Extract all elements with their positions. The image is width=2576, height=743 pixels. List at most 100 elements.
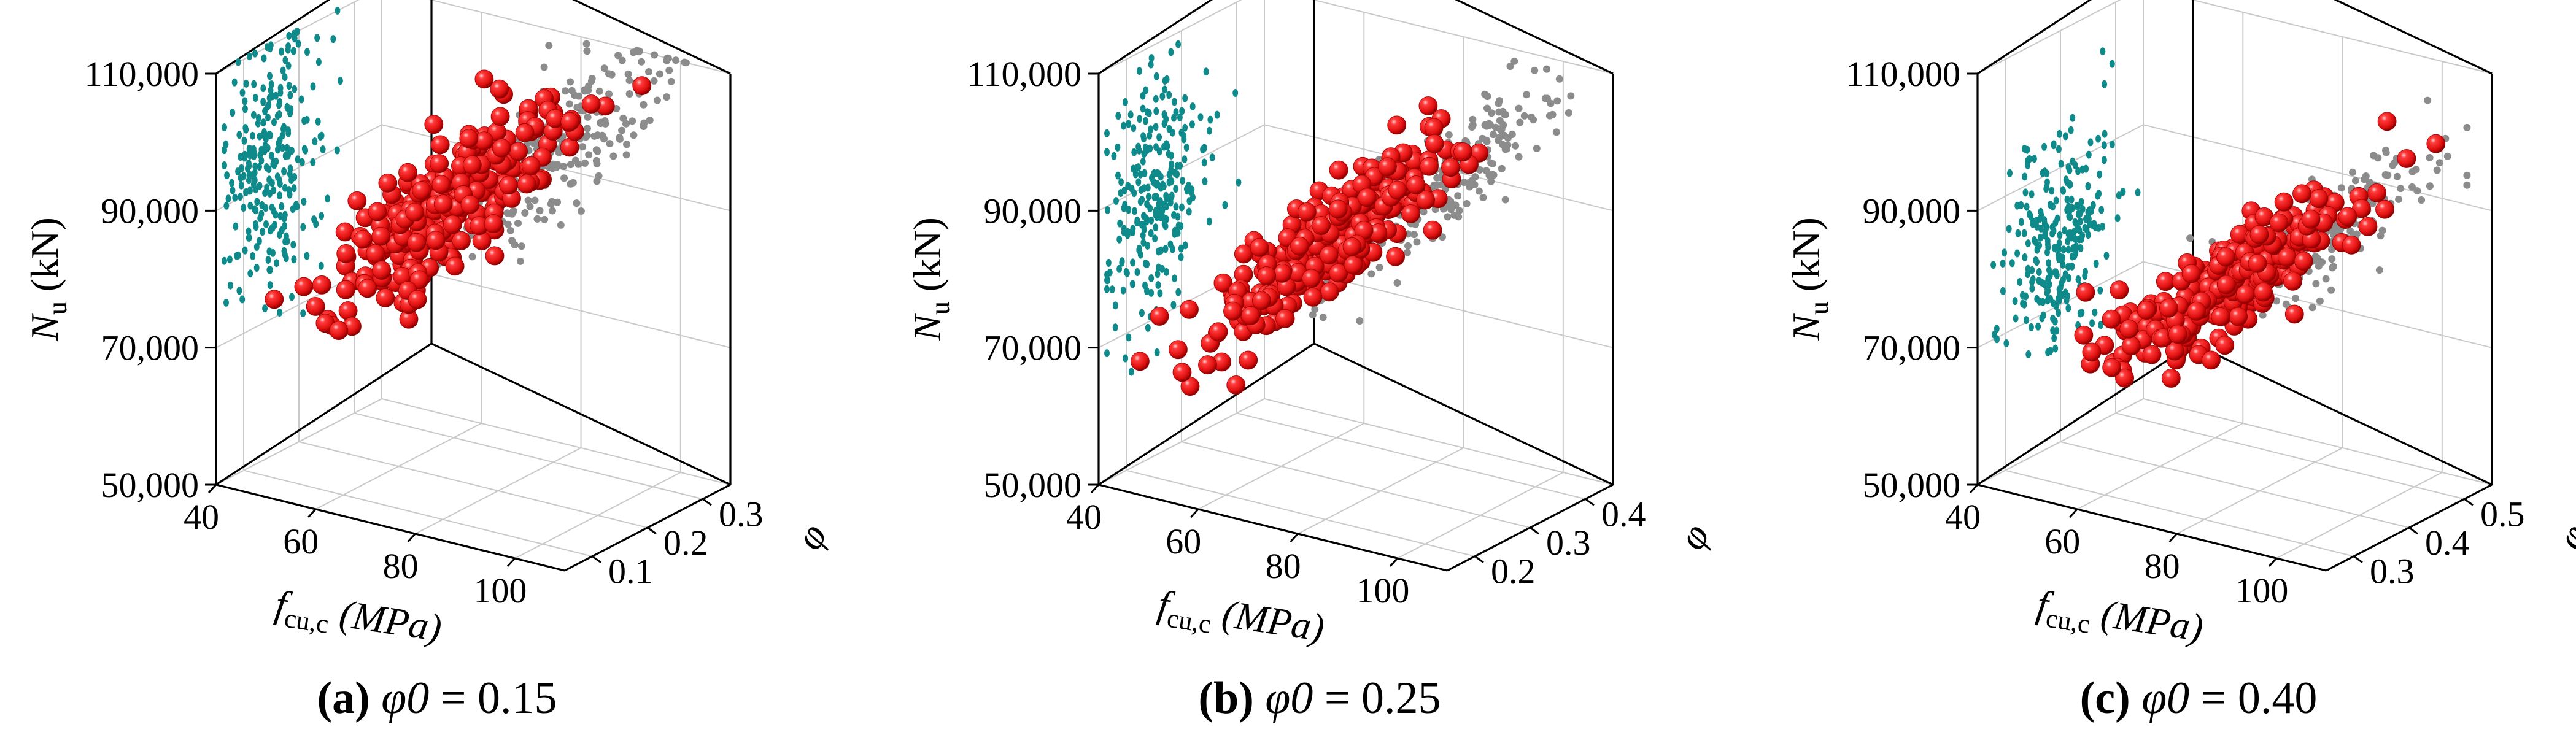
projection-point [1375,263,1383,271]
projection-point [1189,120,1195,129]
projection-point [223,140,229,148]
projection-point [290,47,296,55]
sample-point [517,174,536,194]
projection-point [2120,188,2126,196]
projection-point [508,210,516,218]
projection-point [567,161,574,169]
projection-point [540,63,548,71]
x-tick [1969,483,1979,494]
sample-point [1386,247,1406,266]
projection-point [1139,309,1145,317]
projection-point [231,78,238,87]
projection-point [1489,131,1497,139]
projection-point [630,131,638,139]
projection-point [2054,271,2060,279]
projection-point [224,171,230,180]
projection-point [622,151,630,159]
projection-point [1495,99,1503,107]
projection-point [1153,223,1159,232]
projection-point [1131,124,1137,133]
sample-point [430,154,449,174]
y-tick-label: 70,000 [101,328,199,368]
sample-point [2309,189,2329,209]
y-axis-subscript: u [42,301,72,315]
sample-point [1388,180,1407,200]
projection-point [335,6,341,15]
projection-point [1145,193,1151,201]
projection-point [255,114,261,122]
x-axis-unit: (MPa) [2089,590,2207,650]
projection-point [222,161,227,169]
z-tick [592,555,601,563]
projection-point [1485,120,1493,128]
projection-point [1182,155,1188,164]
projection-point [1117,219,1123,228]
projection-point [1153,72,1159,80]
sample-point [1342,237,1362,256]
z-tick [1530,526,1539,535]
projection-point [1148,54,1155,63]
projection-point [2395,195,2403,203]
y-tick-label: 110,000 [85,54,199,94]
projection-point [2397,185,2405,193]
sample-spheres [2074,112,2446,388]
sample-point [2168,325,2187,344]
sample-point [2301,209,2321,229]
projection-point [1553,97,1561,105]
panel-caption: (c) φ0 = 0.40 [2080,673,2318,723]
projection-point [2066,274,2072,282]
caption-value: = 0.40 [2189,673,2317,723]
sample-point [431,175,451,194]
projection-point [2082,272,2088,280]
projection-point [2022,144,2027,153]
projection-point [2435,159,2443,167]
projection-point [2096,190,2102,198]
projection-point [310,82,316,91]
projection-point [2329,263,2337,271]
sample-point [463,155,482,175]
projection-point [285,129,292,137]
projection-point [2030,217,2036,226]
projection-point [301,145,307,153]
projection-point [273,91,279,100]
projection-point [282,222,288,230]
projection-point [2079,205,2086,214]
projection-point [301,198,307,206]
projection-point [295,39,301,48]
projection-point [279,131,285,140]
grid-line [1264,398,1614,485]
projection-point [1404,248,1411,256]
projection-point [1175,212,1181,221]
sample-point [329,321,349,340]
projection-point [598,131,606,139]
sample-point [1344,255,1363,275]
projection-point [1172,274,1178,283]
projection-point [2418,196,2426,204]
sample-point [2074,325,2094,345]
projection-point [577,207,585,215]
projection-point [2022,188,2029,197]
top-edge [2334,0,2493,75]
projection-point [653,96,661,104]
projection-point [243,188,249,196]
projection-point [2065,245,2071,254]
projection-point [2322,275,2330,283]
projection-point [254,198,260,206]
projection-point [2070,204,2075,212]
projection-point [320,145,326,153]
projection-point [2055,252,2061,260]
projection-point [2426,154,2434,161]
projection-point [265,256,271,264]
projection-point [1175,40,1182,48]
projection-point [2056,129,2062,138]
projection-point [222,256,227,265]
projection-point [1126,206,1132,214]
sample-point [1320,282,1339,302]
projection-point [1471,181,1479,188]
projection-point [2036,277,2042,285]
sample-point [490,107,510,126]
projection-point [2044,240,2051,248]
sample-point [2216,275,2236,295]
x-axis-unit: (MPa) [327,590,445,650]
projection-point [1129,280,1135,288]
